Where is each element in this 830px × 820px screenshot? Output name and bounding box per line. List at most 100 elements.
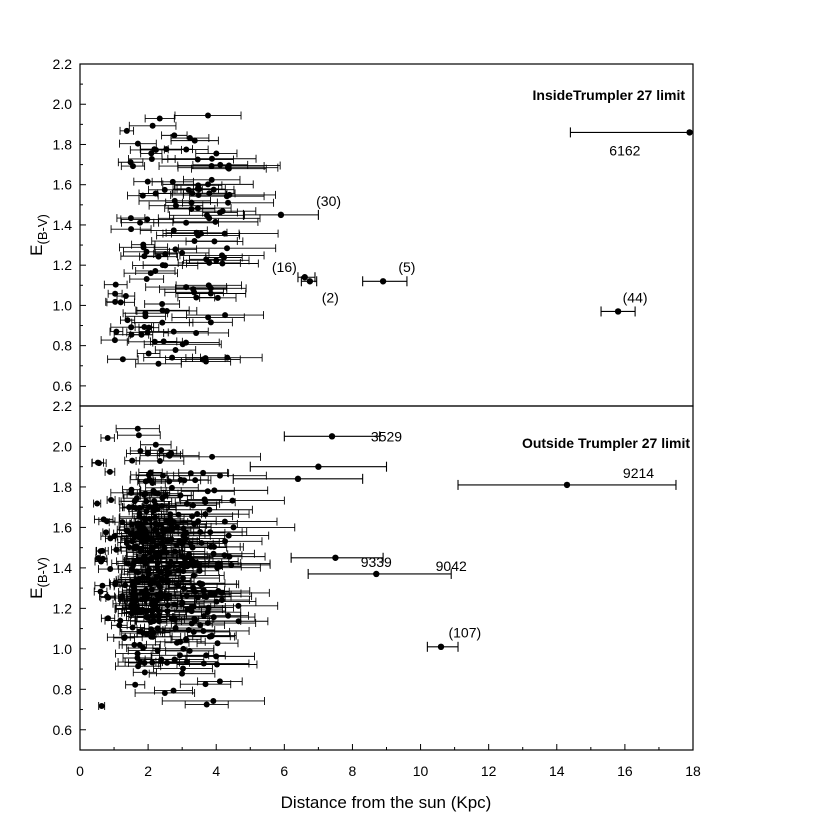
cluster-point [169, 501, 217, 510]
annotation-label: (44) [623, 289, 648, 305]
cluster-point [93, 499, 102, 508]
x-tick-label: 2 [144, 763, 152, 779]
cluster-point [122, 654, 153, 663]
x-tick-label: 14 [549, 763, 565, 779]
cluster-point [154, 346, 197, 355]
cluster-point [198, 601, 279, 610]
annotation-label: 9042 [436, 558, 467, 574]
cluster-point [126, 489, 165, 498]
cluster-point [154, 686, 193, 695]
cluster-point [145, 446, 178, 455]
point-marker [277, 211, 285, 219]
y-tick-label: 0.6 [53, 378, 73, 394]
point-marker [332, 554, 339, 561]
data-point [300, 276, 318, 287]
cluster-point [165, 228, 228, 237]
cluster-point [132, 261, 199, 270]
cluster-point [95, 547, 106, 556]
cluster-point [196, 639, 239, 648]
bottom-panel: 0.6 0.8 1.0 1.2 1.4 1.6 1.8 2.0 2.2 0 2 4 6 8 10 12 14 1… [27, 398, 701, 812]
cluster-point [180, 496, 285, 505]
y-tick-label: 1.4 [53, 217, 73, 233]
cluster-point [121, 640, 148, 649]
cluster-point [111, 621, 128, 630]
cluster-point [139, 252, 178, 261]
cluster-point [107, 355, 139, 364]
cluster-point [119, 139, 157, 148]
cluster-point [100, 614, 116, 623]
cluster-point [135, 306, 190, 315]
y-tick-label: 2.0 [53, 438, 73, 454]
x-tick-label: 12 [481, 763, 497, 779]
cluster-point [107, 289, 123, 298]
top-panel: 0.6 0.8 1.0 1.2 1.4 1.6 1.8 2.0 2.2 6162 (30) (16)… [27, 56, 694, 407]
y-tick-label: 1.6 [53, 519, 73, 535]
cluster-point [121, 218, 160, 227]
annotation-label: (5) [398, 259, 415, 275]
cluster-point [106, 298, 135, 307]
point-marker [373, 570, 380, 578]
cluster-point [184, 700, 229, 709]
data-point [290, 552, 384, 563]
cluster-point [183, 538, 220, 547]
cluster-point [206, 551, 243, 560]
cluster-point [145, 483, 199, 492]
cluster-point [162, 180, 254, 189]
data-point [426, 641, 459, 652]
cluster-point [167, 476, 202, 485]
cluster-point [157, 607, 227, 616]
bottom-annotations: 3529 9214 9339 9042 (107) [361, 428, 655, 640]
cluster-point [98, 517, 116, 526]
y-tick-label: 1.0 [53, 641, 73, 657]
y-tick-label: 0.8 [53, 338, 73, 354]
cluster-point [138, 323, 160, 332]
cluster-point [113, 633, 136, 642]
cluster-point [115, 424, 160, 433]
cluster-point [151, 237, 238, 246]
top-y-axis: 0.6 0.8 1.0 1.2 1.4 1.6 1.8 2.0 2.2 [53, 56, 86, 394]
cluster-point [137, 594, 198, 603]
x-tick-label: 0 [76, 763, 84, 779]
cluster-point [141, 518, 199, 527]
cluster-point [117, 431, 161, 440]
cluster-point [139, 145, 193, 154]
cluster-point [152, 605, 223, 614]
cluster-point [125, 680, 146, 689]
cluster-point [128, 504, 145, 513]
cluster-point [98, 701, 106, 710]
cluster-point [110, 225, 152, 234]
cluster-point [163, 452, 261, 461]
point-marker [315, 463, 322, 470]
cluster-point [116, 214, 146, 223]
cluster-point [131, 503, 177, 512]
y-tick-label: 2.2 [53, 398, 73, 414]
cluster-point [136, 617, 182, 626]
cluster-point [133, 177, 163, 186]
cluster-point [170, 190, 227, 199]
annotation-label: 9214 [623, 465, 654, 481]
cluster-point [182, 175, 241, 184]
cluster-point [171, 313, 245, 322]
data-point [297, 272, 316, 283]
point-marker [306, 278, 314, 285]
annotation-label: (107) [448, 625, 481, 641]
cluster-point [140, 149, 163, 158]
y-tick-label: 2.2 [53, 56, 73, 72]
data-point [569, 127, 693, 138]
cluster-point [170, 619, 213, 628]
cluster-point [177, 244, 277, 253]
cluster-point [118, 590, 148, 599]
cluster-point [129, 145, 183, 154]
cluster-point [147, 591, 176, 600]
cluster-point [182, 198, 275, 207]
x-tick-label: 8 [349, 763, 357, 779]
annotation-label: (2) [322, 289, 339, 305]
bottom-y-label: E(B-V) [27, 557, 50, 599]
point-marker [301, 274, 308, 281]
cluster-point [170, 134, 210, 143]
cluster-point [131, 240, 156, 249]
y-tick-label: 1.2 [53, 600, 73, 616]
cluster-point [179, 589, 242, 598]
point-marker [563, 481, 571, 489]
